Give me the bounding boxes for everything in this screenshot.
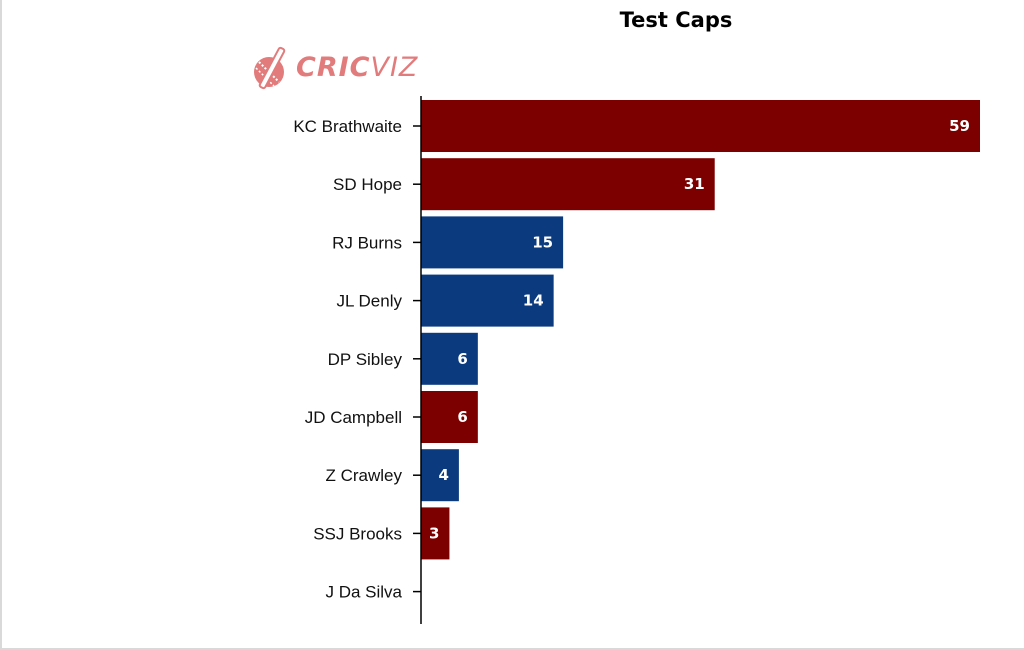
bar-value-label: 6 [457, 408, 467, 426]
logo-wordmark-light: VIZ [370, 52, 419, 83]
bars-group: 59 31 15 14 6 6 4 3 [421, 100, 980, 560]
logo-wordmark-bold: CRIC [296, 52, 371, 83]
cricviz-logo: CRICVIZ [252, 44, 417, 94]
bar [421, 391, 478, 443]
bar-value-label: 31 [684, 175, 705, 193]
y-tick-label: JD Campbell [305, 408, 402, 427]
bar [421, 449, 459, 502]
bar [421, 158, 715, 211]
bar-value-label: 14 [523, 292, 544, 310]
y-tick-label: SSJ Brooks [313, 524, 402, 543]
bar [421, 507, 450, 560]
bar-value-label: 6 [457, 350, 467, 368]
bar [421, 274, 554, 327]
bar-value-label: 15 [532, 233, 553, 251]
bar [421, 216, 564, 269]
y-tick-label: JL Denly [336, 292, 402, 311]
bar-value-label: 3 [429, 524, 439, 542]
y-tick-label: KC Brathwaite [293, 117, 402, 136]
bar-value-label: 4 [438, 466, 448, 484]
logo-wordmark: CRICVIZ [296, 52, 418, 83]
bar [421, 332, 478, 385]
cricket-ball-icon [254, 46, 286, 90]
y-tick-label: J Da Silva [325, 583, 402, 602]
y-tick-label: RJ Burns [332, 233, 402, 252]
y-tick-label: Z Crawley [325, 466, 402, 485]
bar [421, 100, 980, 152]
bar-value-label: 59 [949, 117, 970, 135]
y-tick-label: DP Sibley [328, 350, 403, 369]
y-axis: KC Brathwaite SD Hope RJ Burns JL Denly DP S… [293, 96, 422, 624]
chart-title: Test Caps [619, 8, 733, 32]
y-tick-label: SD Hope [333, 175, 402, 194]
